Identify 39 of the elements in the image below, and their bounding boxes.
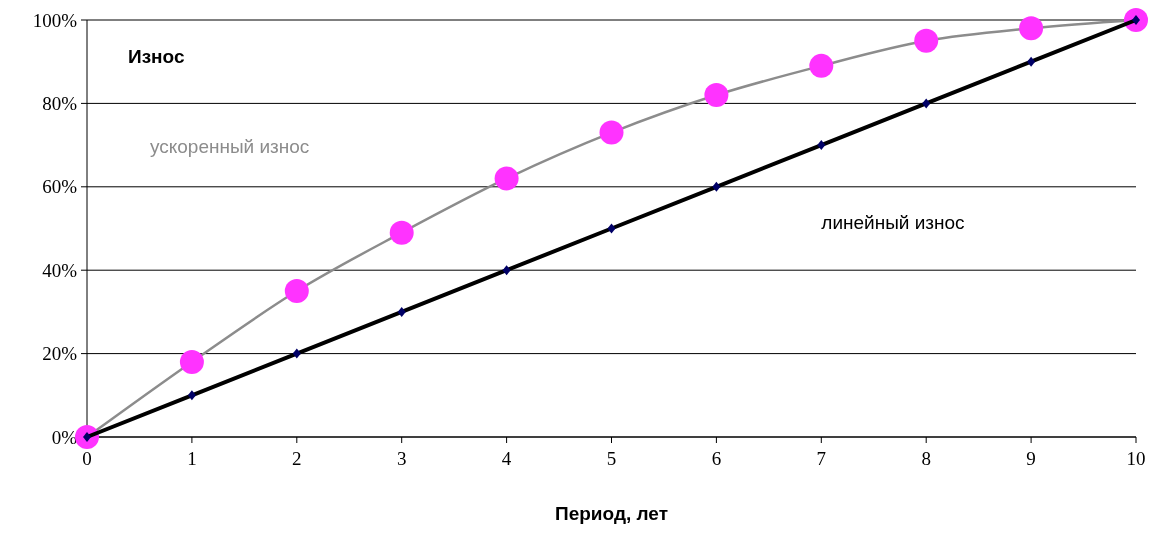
text: линейный износ	[821, 211, 965, 233]
x-tick-label: 8	[921, 448, 931, 469]
x-tick-label: 10	[1126, 448, 1146, 469]
point	[494, 166, 519, 191]
x-tick-label: 6	[711, 448, 722, 469]
text: ускоренный износ	[149, 136, 310, 158]
point	[922, 98, 931, 109]
point	[599, 120, 624, 145]
y-tick-label: 40%	[42, 259, 78, 281]
x-tick-label: 5	[606, 448, 617, 469]
x-tick-label: 4	[501, 448, 512, 469]
x-tick-label: 2	[292, 448, 302, 469]
point	[284, 279, 309, 304]
point	[502, 265, 511, 276]
point	[397, 306, 406, 317]
point	[607, 223, 616, 234]
y-tick-label: 80%	[42, 93, 78, 115]
point	[712, 181, 721, 192]
point	[914, 28, 939, 53]
x-tick-label: 9	[1026, 448, 1036, 469]
y-tick-label: 0%	[51, 426, 78, 448]
point	[187, 390, 196, 401]
x-tick-label: 7	[816, 448, 827, 469]
x-axis-title: Период, лет	[555, 503, 668, 524]
point	[1027, 56, 1036, 67]
y-tick-label: 20%	[42, 343, 78, 365]
point	[389, 220, 414, 245]
x-tick-label: 0	[82, 448, 92, 469]
y-tick-label: 100%	[32, 9, 78, 31]
point	[704, 83, 729, 108]
y-tick-label: 60%	[42, 176, 78, 198]
x-tick-label: 3	[396, 448, 407, 469]
point	[1019, 16, 1044, 41]
point	[809, 53, 834, 78]
point	[817, 140, 826, 151]
x-tick-label: 1	[187, 448, 197, 469]
point	[292, 348, 301, 359]
point	[179, 349, 204, 374]
text: Износ	[128, 46, 185, 67]
